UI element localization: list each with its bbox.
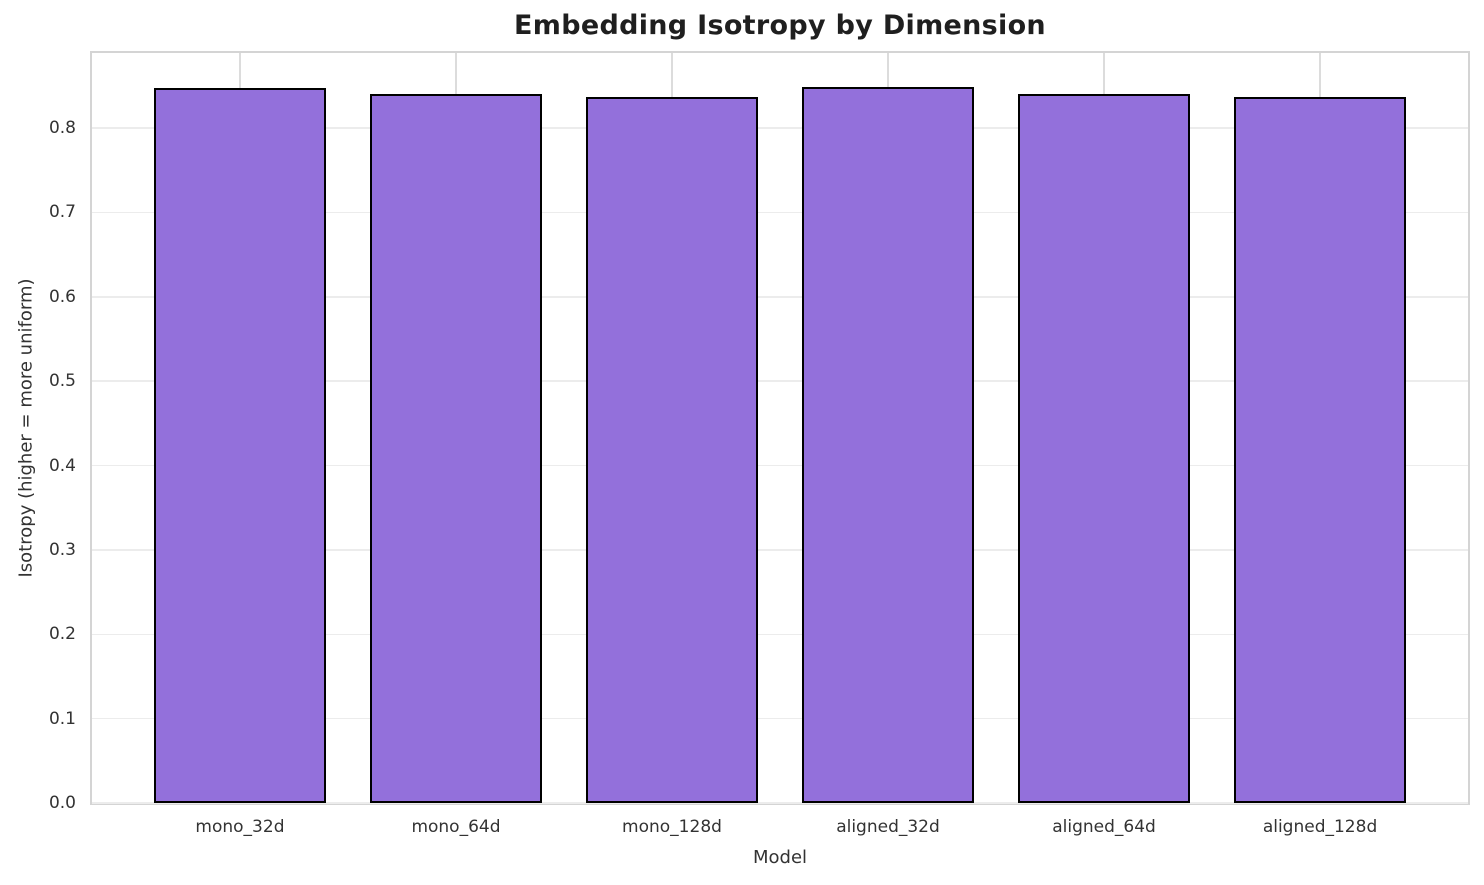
bar-aligned_128d	[1233, 96, 1407, 803]
gridline-horizontal	[92, 464, 1468, 467]
xtick-label-mono_32d: mono_32d	[195, 817, 285, 837]
xtick-label-aligned_32d: aligned_32d	[836, 817, 940, 837]
x-axis-label: Model	[752, 847, 808, 868]
gridline-horizontal	[92, 296, 1468, 298]
gridline-horizontal	[92, 802, 1468, 804]
ytick-label-0.4: 0.4	[48, 455, 76, 476]
gridline-horizontal	[92, 380, 1468, 382]
bar-aligned_32d	[801, 86, 975, 803]
bar-aligned_64d	[1017, 93, 1191, 803]
ytick-label-0.5: 0.5	[48, 371, 76, 392]
plot-inner	[92, 53, 1468, 804]
bar-mono_32d	[153, 87, 327, 803]
ytick-label-0.1: 0.1	[48, 708, 76, 729]
gridline-horizontal	[92, 211, 1468, 214]
bar-mono_128d	[585, 96, 759, 803]
gridline-horizontal	[92, 633, 1468, 636]
ytick-label-0.6: 0.6	[48, 286, 76, 307]
gridline-horizontal	[92, 717, 1468, 720]
ytick-label-0.7: 0.7	[48, 202, 76, 223]
bar-mono_64d	[369, 93, 543, 803]
gridline-horizontal	[92, 549, 1468, 551]
gridline-horizontal	[92, 127, 1468, 129]
xtick-label-mono_128d: mono_128d	[622, 817, 722, 837]
chart-title: Embedding Isotropy by Dimension	[514, 10, 1046, 41]
plot-area	[90, 51, 1470, 805]
xtick-label-mono_64d: mono_64d	[411, 817, 501, 837]
y-axis-label: Isotropy (higher = more uniform)	[15, 278, 37, 578]
ytick-label-0.2: 0.2	[48, 624, 76, 645]
ytick-label-0.8: 0.8	[48, 118, 76, 139]
ytick-label-0.0: 0.0	[48, 793, 76, 813]
xtick-label-aligned_64d: aligned_64d	[1052, 817, 1156, 837]
xtick-label-aligned_128d: aligned_128d	[1262, 817, 1378, 837]
ytick-label-0.3: 0.3	[48, 539, 76, 560]
